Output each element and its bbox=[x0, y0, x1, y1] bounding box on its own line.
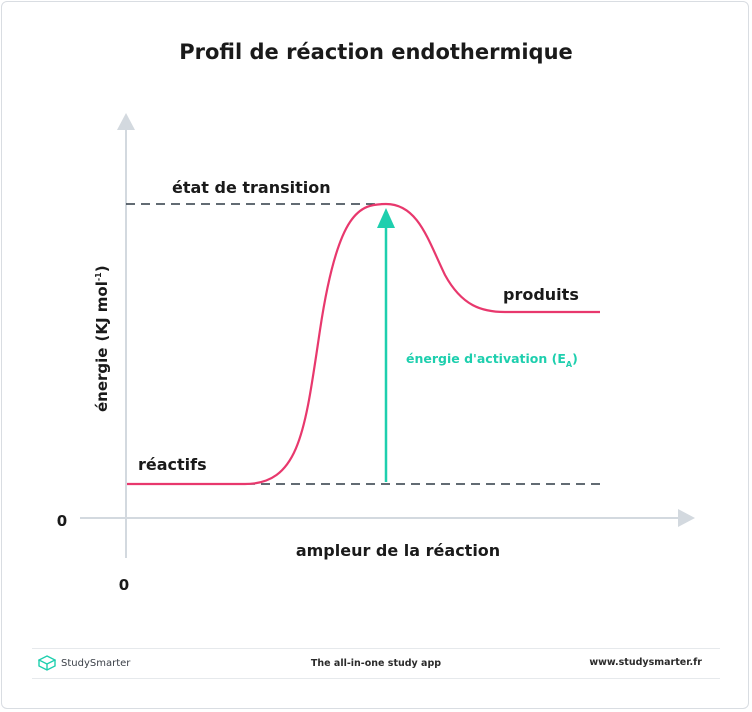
cube-icon bbox=[38, 655, 56, 671]
y-axis-arrowhead bbox=[117, 113, 135, 130]
activation-energy-label: énergie d'activation (EA) bbox=[406, 351, 578, 369]
x-axis-arrowhead bbox=[678, 509, 695, 527]
x-origin-label: 0 bbox=[119, 576, 129, 594]
brand: StudySmarter bbox=[38, 655, 130, 671]
footer: StudySmarter The all-in-one study app ww… bbox=[32, 652, 720, 676]
y-origin-label: 0 bbox=[57, 512, 67, 530]
diagram-title: Profil de réaction endothermique bbox=[179, 40, 573, 64]
footer-divider-top bbox=[32, 648, 720, 649]
products-label: produits bbox=[503, 285, 579, 304]
y-axis-label: énergie(KJ mol-1) bbox=[93, 265, 111, 412]
energy-profile-curve bbox=[127, 202, 600, 486]
website-link[interactable]: www.studysmarter.fr bbox=[589, 657, 702, 668]
brand-name: StudySmarter bbox=[61, 657, 131, 669]
footer-divider-bottom bbox=[32, 678, 720, 679]
transition-state-label: état de transition bbox=[172, 178, 331, 197]
activation-energy-arrowhead bbox=[377, 208, 395, 228]
x-axis-label: ampleur de la réaction bbox=[296, 541, 500, 560]
reactants-label: réactifs bbox=[138, 455, 207, 474]
tagline: The all-in-one study app bbox=[310, 658, 442, 669]
